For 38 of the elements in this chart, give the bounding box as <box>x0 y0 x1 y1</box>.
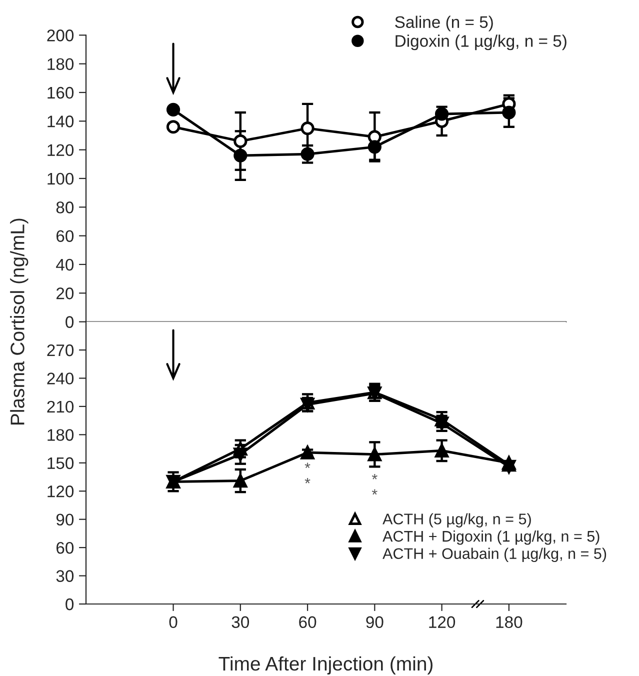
y-tick-label: 180 <box>48 429 74 441</box>
y-tick-label: 90 <box>56 514 74 526</box>
x-tick-label: 90 <box>366 616 384 628</box>
y-tick-label: 0 <box>66 316 74 328</box>
y-tick-label: 80 <box>56 202 74 214</box>
legend-label: ACTH + Digoxin (1 µg/kg, n = 5) <box>382 530 600 545</box>
legend-label: ACTH (5 µg/kg, n = 5) <box>382 513 531 528</box>
y-tick-label: 270 <box>47 344 74 356</box>
x-tick-label: 0 <box>169 616 178 628</box>
y-tick-label: 60 <box>56 230 74 242</box>
y-tick-label: 100 <box>48 172 74 185</box>
legend-label: Saline (n = 5) <box>395 16 493 32</box>
x-axis-title: Time After Injection (min) <box>218 656 432 674</box>
y-tick-label: 150 <box>48 457 74 470</box>
annotation: * <box>372 474 378 480</box>
y-tick-label: 200 <box>47 30 74 42</box>
legend-label: ACTH + Ouabain (1 µg/kg, n = 5) <box>382 548 606 562</box>
y-tick-label: 60 <box>56 542 74 554</box>
annotation: * <box>304 462 310 468</box>
y-tick-label: 140 <box>48 116 74 128</box>
x-tick-label: 60 <box>299 616 316 628</box>
annotation: * <box>304 478 310 484</box>
x-tick-label: 180 <box>496 616 522 628</box>
x-tick-label: 120 <box>429 616 456 628</box>
y-tick-label: 160 <box>48 86 74 99</box>
annotation: * <box>372 489 378 495</box>
x-tick-label: 30 <box>232 616 250 628</box>
y-tick-label: 240 <box>47 372 74 384</box>
y-tick-label: 20 <box>56 288 74 300</box>
y-axis-title: Plasma Cortisol (ng/mL) <box>10 218 28 424</box>
y-tick-label: 0 <box>66 598 74 610</box>
y-tick-label: 120 <box>48 486 74 498</box>
y-tick-label: 180 <box>48 58 74 70</box>
y-tick-label: 210 <box>47 400 74 413</box>
legend-label: Digoxin (1 µg/kg, n = 5) <box>396 34 566 50</box>
y-tick-label: 120 <box>48 144 74 156</box>
y-tick-label: 30 <box>56 570 74 582</box>
y-tick-label: 40 <box>56 258 74 271</box>
